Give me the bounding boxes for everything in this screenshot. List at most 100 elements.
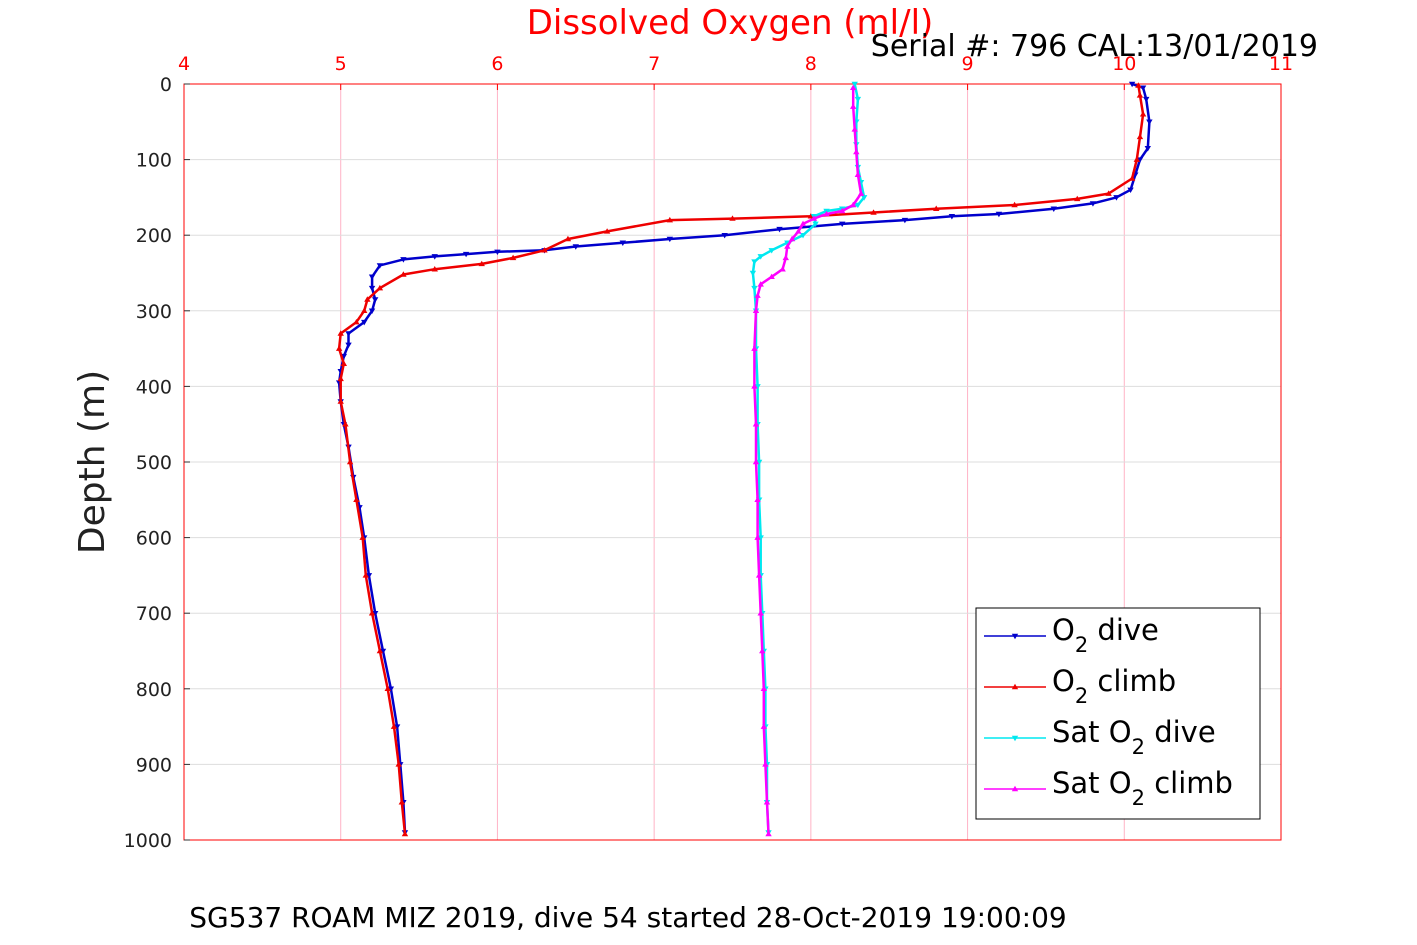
data-point-o2-dive [901, 217, 909, 224]
data-point-o2-dive [948, 214, 956, 220]
data-point-sat-o2-climb [760, 685, 768, 692]
series-o2-dive [335, 81, 1153, 836]
data-point-o2-climb [1136, 133, 1144, 140]
data-point-o2-dive [387, 686, 395, 692]
data-point-sat-o2-climb [755, 572, 763, 578]
legend-swatch-marker [1011, 683, 1019, 690]
data-point-o2-climb [400, 271, 407, 277]
data-point-sat-o2-climb [759, 647, 766, 654]
data-point-o2-climb [337, 330, 344, 336]
data-point-sat-o2-dive [757, 535, 764, 541]
data-point-sat-o2-climb [751, 383, 758, 389]
data-point-o2-climb [541, 247, 548, 253]
data-point-o2-dive [1128, 81, 1136, 88]
data-point-sat-o2-climb [768, 273, 775, 280]
x-tick-label: 5 [335, 53, 347, 75]
series-sat-o2-dive [749, 81, 868, 836]
data-point-sat-o2-dive [754, 384, 761, 390]
legend-label-subscript: 2 [1075, 684, 1088, 708]
legend-label-base: Sat O [1052, 766, 1132, 800]
data-point-o2-dive [721, 232, 728, 239]
data-point-o2-climb [342, 421, 349, 427]
data-point-sat-o2-dive [749, 270, 757, 277]
data-point-o2-climb [1135, 82, 1142, 88]
data-point-o2-climb [666, 216, 674, 223]
data-point-o2-dive [400, 257, 407, 263]
legend-entry: O2 dive [984, 613, 1159, 657]
data-point-o2-climb [933, 205, 940, 211]
data-point-sat-o2-dive [860, 195, 868, 201]
data-point-sat-o2-climb [754, 496, 761, 503]
data-point-o2-climb [368, 610, 376, 616]
data-point-o2-dive [1144, 146, 1151, 152]
data-point-sat-o2-climb [754, 292, 761, 298]
x-tick-label: 9 [962, 53, 974, 75]
data-point-o2-dive [368, 274, 376, 280]
legend-label-rest: dive [1088, 613, 1159, 647]
data-point-o2-dive [1139, 85, 1147, 91]
data-point-o2-dive [462, 251, 470, 258]
data-point-o2-dive [839, 221, 846, 228]
data-point-o2-dive [1127, 187, 1134, 194]
legend-label: O2 climb [1052, 664, 1176, 708]
data-point-o2-dive [1089, 201, 1097, 207]
data-point-sat-o2-climb [799, 220, 807, 227]
data-point-o2-dive [379, 648, 387, 655]
data-point-o2-dive [1113, 195, 1120, 201]
data-point-sat-o2-climb [782, 254, 789, 261]
data-point-sat-o2-dive [799, 232, 807, 239]
y-tick-label: 600 [136, 528, 172, 550]
legend-label-rest: climb [1088, 664, 1176, 698]
data-point-sat-o2-climb [839, 207, 846, 214]
data-point-sat-o2-climb [823, 210, 830, 217]
data-point-o2-dive [371, 610, 379, 617]
y-tick-label: 0 [160, 74, 172, 96]
series-layer [335, 81, 1153, 837]
series-line-sat-o2-dive [751, 83, 866, 833]
y-axis-label: Depth (m) [72, 370, 113, 554]
data-point-sat-o2-dive [851, 81, 858, 88]
data-point-sat-o2-dive [757, 254, 764, 260]
data-point-sat-o2-dive [854, 202, 862, 209]
data-point-sat-o2-climb [757, 281, 764, 287]
data-point-o2-climb [1074, 195, 1081, 202]
data-point-sat-o2-climb [810, 215, 818, 221]
data-point-o2-dive [494, 249, 501, 256]
legend-label-base: O [1052, 664, 1075, 698]
data-point-sat-o2-dive [751, 259, 758, 265]
data-point-o2-dive [995, 211, 1003, 218]
data-point-o2-dive [1143, 96, 1150, 103]
data-point-o2-climb [346, 458, 354, 465]
data-point-o2-dive [365, 573, 373, 579]
tick-labels: 4 5 6 7 8 9 10 11 0 100 200 300 400 500 600 700 800 900 10… [124, 53, 1293, 852]
data-point-o2-climb [1136, 92, 1144, 98]
data-point-o2-dive [393, 724, 401, 730]
legend-label-rest: dive [1145, 715, 1216, 749]
data-point-sat-o2-climb [751, 345, 758, 351]
data-point-sat-o2-climb [853, 148, 860, 155]
data-point-o2-climb [364, 296, 371, 302]
data-point-sat-o2-climb [779, 266, 786, 272]
x-tick-label: 11 [1269, 53, 1293, 75]
data-point-sat-o2-climb [752, 307, 760, 314]
x-tick-label: 4 [178, 53, 190, 75]
data-point-o2-dive [345, 331, 352, 337]
footer-caption: SG537 ROAM MIZ 2019, dive 54 started 28-… [189, 901, 1066, 934]
data-point-o2-climb [340, 360, 348, 366]
data-point-sat-o2-climb [849, 84, 857, 91]
data-point-sat-o2-climb [795, 228, 802, 234]
data-point-sat-o2-climb [752, 458, 760, 465]
data-point-o2-climb [603, 228, 611, 234]
data-point-o2-climb [564, 235, 572, 242]
y-tick-label: 300 [136, 301, 172, 323]
data-point-o2-climb [509, 254, 517, 261]
data-point-sat-o2-dive [768, 248, 775, 254]
data-point-o2-dive [1050, 206, 1057, 212]
data-point-o2-dive [1136, 157, 1144, 163]
data-point-o2-dive [1146, 119, 1153, 125]
data-point-o2-dive [776, 226, 783, 233]
data-point-sat-o2-climb [857, 190, 865, 196]
grid [183, 83, 1282, 841]
legend-label-base: Sat O [1052, 715, 1132, 749]
data-point-sat-o2-climb [849, 103, 857, 109]
